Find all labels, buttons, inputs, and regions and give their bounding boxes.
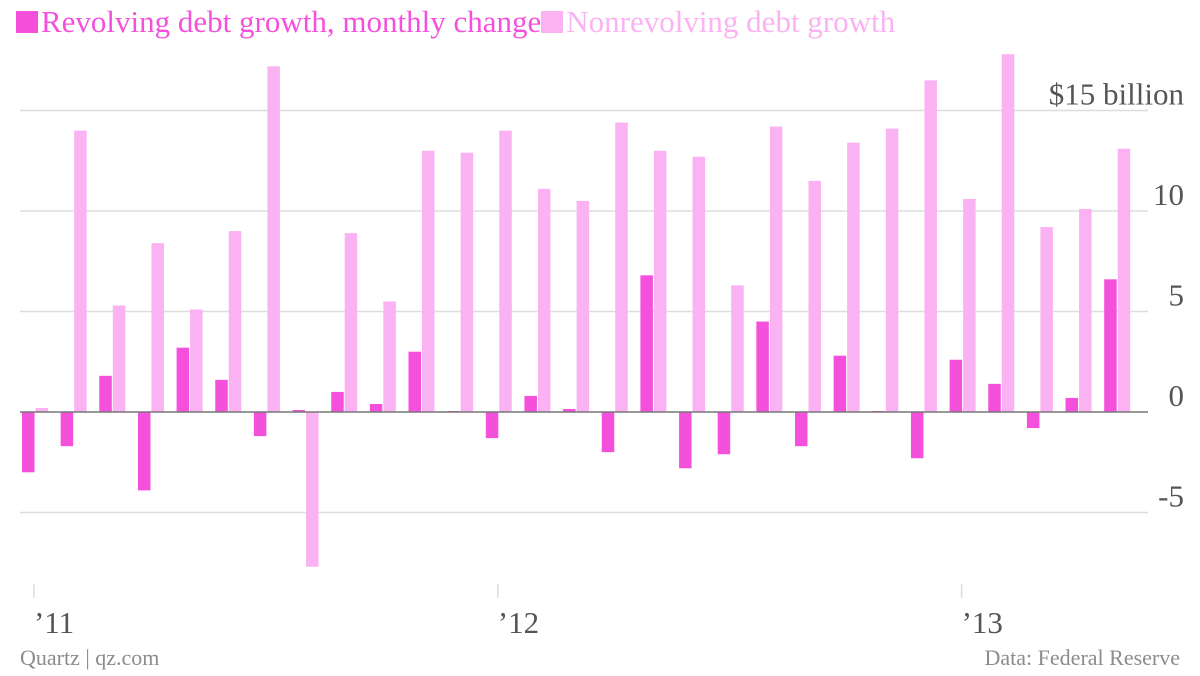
y-tick-label: -5: [1158, 479, 1184, 514]
bar-nonrevolving: [847, 142, 860, 412]
bar-revolving: [22, 412, 35, 473]
data-source: Data: Federal Reserve: [984, 645, 1180, 670]
source-credit: Quartz | qz.com: [20, 645, 160, 670]
bar-nonrevolving: [422, 150, 435, 412]
bar-nonrevolving: [885, 128, 899, 412]
legend-label-revolving: Revolving debt growth, monthly change: [41, 4, 542, 39]
bar-nonrevolving: [112, 305, 126, 412]
bar-nonrevolving: [615, 122, 628, 412]
bar-revolving: [988, 383, 1001, 412]
bar-nonrevolving: [963, 198, 976, 412]
bar-nonrevolving: [924, 80, 937, 412]
bar-nonrevolving: [731, 285, 744, 412]
x-axis: ’11 ’12 ’13: [20, 411, 1148, 640]
bar-revolving: [176, 347, 190, 412]
bar-revolving: [253, 412, 267, 437]
bar-revolving: [1026, 412, 1040, 429]
bar-nonrevolving: [576, 200, 590, 412]
bar-nonrevolving: [1001, 54, 1015, 412]
bar-revolving: [949, 359, 963, 412]
bar-revolving: [331, 391, 344, 412]
bar-nonrevolving: [692, 156, 706, 412]
bar-revolving: [99, 375, 112, 412]
bar-revolving: [524, 395, 537, 412]
x-tick-label: ’12: [498, 605, 539, 640]
bar-nonrevolving: [151, 243, 164, 412]
bar-nonrevolving: [460, 152, 474, 412]
y-axis-tick-labels: $15 billion 10 5 0 -5: [1049, 77, 1185, 514]
bar-nonrevolving: [35, 407, 48, 412]
bar-nonrevolving: [499, 130, 512, 412]
bar-nonrevolving: [537, 188, 551, 412]
bar-revolving: [563, 408, 576, 412]
y-tick-label: 5: [1169, 278, 1185, 313]
bar-revolving: [910, 412, 924, 459]
bar-nonrevolving: [769, 126, 783, 412]
bar-nonrevolving: [1079, 208, 1092, 412]
bar-nonrevolving: [653, 150, 667, 412]
bars: [22, 54, 1131, 567]
bar-nonrevolving: [344, 233, 358, 412]
bar-revolving: [756, 321, 769, 412]
y-tick-label: $15 billion: [1049, 77, 1185, 112]
bar-revolving: [1104, 279, 1117, 412]
y-tick-label: 10: [1153, 177, 1184, 212]
bar-revolving: [292, 409, 306, 412]
bar-revolving: [485, 412, 499, 439]
bar-revolving: [408, 351, 421, 412]
legend-swatch-nonrevolving: [541, 11, 564, 33]
bar-nonrevolving: [190, 309, 203, 412]
bar-revolving: [795, 412, 808, 447]
bar-nonrevolving: [1117, 148, 1131, 412]
legend-item-revolving: Revolving debt growth, monthly change: [16, 4, 541, 40]
bar-revolving: [601, 412, 615, 453]
x-tick-label: ’13: [962, 605, 1003, 640]
legend-item-nonrevolving: Nonrevolving debt growth: [541, 4, 895, 40]
bar-nonrevolving: [74, 130, 87, 412]
bar-nonrevolving: [808, 180, 821, 412]
legend-swatch-revolving: [16, 11, 38, 33]
x-tick-label: ’11: [34, 605, 74, 640]
bar-revolving: [215, 379, 228, 412]
legend: Revolving debt growth, monthly change No…: [16, 4, 895, 40]
bar-nonrevolving: [1040, 227, 1053, 412]
y-tick-label: 0: [1169, 378, 1185, 413]
bar-nonrevolving: [267, 66, 280, 412]
bar-revolving: [640, 275, 653, 412]
bar-revolving: [717, 412, 731, 455]
bar-revolving: [369, 403, 383, 412]
bar-revolving: [137, 412, 151, 491]
bar-nonrevolving: [306, 412, 319, 567]
bar-nonrevolving: [228, 231, 242, 412]
bar-revolving: [1065, 397, 1079, 412]
bar-revolving: [60, 412, 74, 447]
bar-revolving: [679, 412, 692, 469]
legend-label-nonrevolving: Nonrevolving debt growth: [566, 4, 896, 39]
bar-nonrevolving: [383, 301, 396, 412]
bar-revolving: [833, 355, 847, 412]
